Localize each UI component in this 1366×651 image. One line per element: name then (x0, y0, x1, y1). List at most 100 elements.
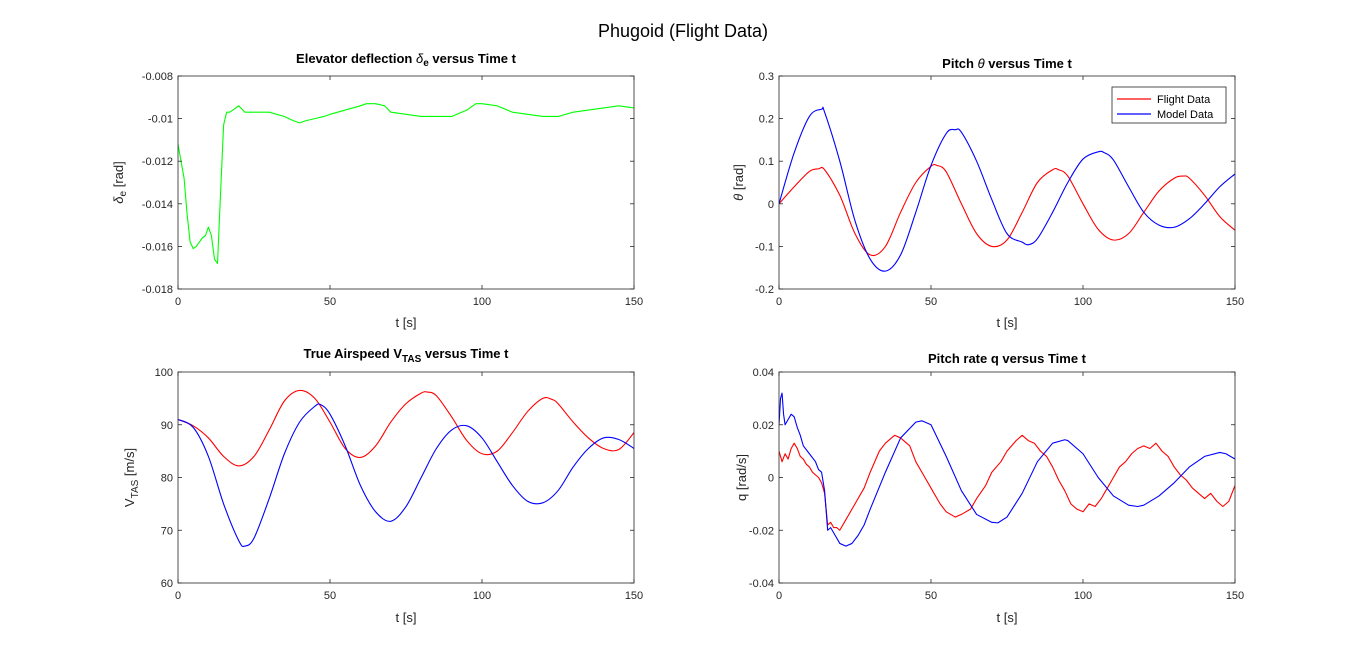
title-symbol: θ (978, 56, 985, 71)
ylabel-subscript: TAS (130, 479, 141, 498)
x-tick-label: 50 (324, 590, 336, 602)
y-tick-label: 0.02 (753, 420, 774, 432)
y-tick-label: -0.1 (755, 241, 774, 253)
ylabel-subscript: e (118, 190, 129, 196)
tick-layer: 0 50 100 150 60 70 80 90 100 (155, 367, 644, 602)
legend-label-model-data: Model Data (1157, 109, 1214, 121)
y-tick-label: 60 (161, 578, 173, 590)
x-tick-label: 50 (925, 296, 937, 308)
x-tick-label: 150 (625, 296, 643, 308)
y-tick-label: -0.04 (749, 578, 774, 590)
y-tick-label: 100 (155, 367, 173, 379)
y-axis-label: δe [rad] (111, 161, 129, 203)
axes-box (778, 371, 1236, 584)
plot-area (779, 106, 1235, 272)
x-tick-label: 150 (625, 590, 643, 602)
y-tick-label: 0.2 (759, 114, 774, 126)
y-tick-label: -0.016 (142, 241, 173, 253)
legend-box (1111, 86, 1227, 124)
plot-area (178, 103, 634, 264)
ylabel-post: [rad] (111, 161, 126, 191)
y-tick-label: -0.02 (749, 525, 774, 537)
title-post: versus Time t (985, 56, 1073, 71)
x-tick-label: 100 (1074, 296, 1092, 308)
y-tick-label: -0.014 (142, 199, 173, 211)
ylabel-main: V (122, 498, 137, 507)
y-tick-label: 0.04 (753, 367, 774, 379)
series-layer (779, 392, 1235, 547)
ylabel-main: θ (731, 194, 746, 201)
x-tick-label: 150 (1226, 590, 1244, 602)
y-tick-label: 0.3 (759, 71, 774, 83)
y-tick-label: 70 (161, 525, 173, 537)
series-flight-data (178, 389, 634, 467)
figure-title: Phugoid (Flight Data) (598, 21, 768, 41)
y-axis-label: q [rad/s] (734, 454, 749, 501)
x-axis-label: t [s] (396, 315, 417, 330)
x-tick-label: 100 (1074, 590, 1092, 602)
series-layer (178, 389, 634, 547)
x-tick-label: 50 (324, 296, 336, 308)
title-symbol: V (393, 346, 402, 361)
title-pre: Pitch rate q versus Time t (928, 351, 1087, 366)
plot-area (178, 389, 634, 547)
x-tick-label: 150 (1226, 296, 1244, 308)
y-tick-label: 0.1 (759, 156, 774, 168)
panel-title: True Airspeed VTAS versus Time t (304, 346, 510, 365)
x-axis-label: t [s] (997, 315, 1018, 330)
legend: Flight Data Model Data (1111, 86, 1227, 124)
x-tick-label: 0 (175, 296, 181, 308)
panel-airspeed: True Airspeed VTAS versus Time t 0 50 100 1… (122, 346, 643, 625)
y-tick-label: -0.012 (142, 156, 173, 168)
x-tick-label: 0 (776, 590, 782, 602)
series-model-data (779, 392, 1235, 547)
x-tick-label: 0 (175, 590, 181, 602)
axes-box (778, 75, 1236, 290)
axes-box (177, 75, 635, 290)
panel-title: Pitch rate q versus Time t (928, 351, 1087, 366)
panel-title: Pitch θ versus Time t (942, 56, 1072, 71)
tick-layer: 0 50 100 150 -0.04 -0.02 0 0.02 0.04 (749, 367, 1244, 602)
panel-elevator: Elevator deflection δe versus Time t 0 50… (111, 51, 643, 330)
y-tick-label: -0.2 (755, 284, 774, 296)
title-symbol: δ (416, 51, 424, 66)
ylabel-main: δ (111, 196, 126, 204)
x-axis-label: t [s] (396, 610, 417, 625)
title-subscript: TAS (402, 354, 422, 365)
x-axis-label: t [s] (997, 610, 1018, 625)
title-post: versus Time t (429, 51, 517, 66)
y-tick-label: 0 (768, 199, 774, 211)
title-subscript: e (423, 58, 429, 69)
ylabel-post: [rad] (731, 164, 746, 194)
x-tick-label: 100 (473, 296, 491, 308)
title-post: versus Time t (421, 346, 509, 361)
title-pre: True Airspeed (304, 346, 394, 361)
y-axis-label: VTAS [m/s] (122, 448, 141, 507)
y-tick-label: 90 (161, 420, 173, 432)
y-tick-label: 80 (161, 473, 173, 485)
y-tick-label: 0 (768, 473, 774, 485)
panel-title: Elevator deflection δe versus Time t (296, 51, 517, 69)
ylabel-post: [m/s] (122, 448, 137, 480)
series-flight-data (779, 163, 1235, 257)
y-tick-label: -0.01 (148, 114, 173, 126)
title-pre: Elevator deflection (296, 51, 416, 66)
y-axis-label: θ [rad] (731, 164, 746, 201)
series-model-data (779, 106, 1235, 272)
x-tick-label: 50 (925, 590, 937, 602)
panel-pitch-rate: Pitch rate q versus Time t 0 50 100 150 -0.0… (734, 351, 1244, 625)
series-model-data (178, 403, 634, 547)
series-layer (779, 106, 1235, 272)
series-line-1 (178, 103, 634, 264)
title-pre: Pitch (942, 56, 977, 71)
x-tick-label: 0 (776, 296, 782, 308)
tick-layer: 0 50 100 150 -0.018 -0.016 -0.014 -0.012 -0.01 -0… (142, 71, 643, 308)
x-tick-label: 100 (473, 590, 491, 602)
plot-area (779, 392, 1235, 547)
panel-pitch: Pitch θ versus Time t 0 50 100 150-0.2-0.10… (731, 56, 1244, 330)
legend-label-flight-data: Flight Data (1157, 94, 1211, 106)
series-flight-data (779, 434, 1235, 531)
series-layer (178, 103, 634, 264)
tick-layer: 0 50 100 150 -0.2 -0.1 0 0.1 0.2 0.3 (755, 71, 1244, 308)
